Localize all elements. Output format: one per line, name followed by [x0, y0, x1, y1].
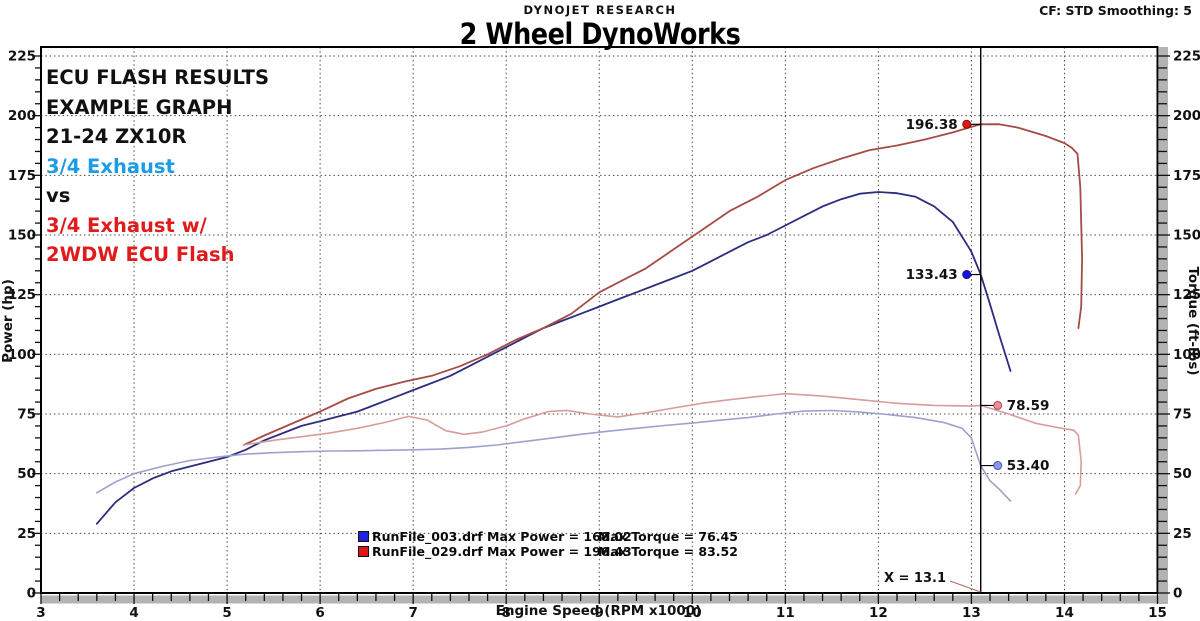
max-power-marker-red	[962, 119, 972, 129]
rpm-tick-label: 13	[962, 605, 981, 621]
rpm-tick-label: 9	[595, 605, 604, 621]
legend-row: RunFile_029.drf Max Power = 196.43 Max To…	[358, 544, 738, 559]
legend-marker-icon	[358, 546, 369, 557]
plot-frame	[40, 46, 1159, 594]
legend-run-max-power: RunFile_029.drf Max Power = 196.43	[372, 544, 632, 559]
torque-tick-label: 25	[1173, 526, 1192, 542]
rpm-tick-label: 8	[502, 605, 511, 621]
torque-curve-run1	[96, 409, 1012, 502]
axis-ticks	[32, 55, 1170, 604]
rpm-tick-label: 12	[869, 605, 888, 621]
power-tick-label: 75	[17, 407, 36, 423]
rpm-tick-label: 3	[36, 605, 45, 621]
power-axis-title: Power (hp)	[0, 279, 16, 363]
annotation-line: 3/4 Exhaust	[46, 154, 175, 178]
rpm-tick-label: 11	[776, 605, 795, 621]
rpm-tick-label: 7	[408, 605, 417, 621]
y-axis-shadow	[1159, 47, 1168, 604]
torque-tick-label: 75	[1173, 407, 1192, 423]
page-title: 2 Wheel DynoWorks	[459, 17, 741, 51]
legend-run-max-power: RunFile_003.drf Max Power = 168.02	[372, 529, 632, 544]
rpm-tick-label: 14	[1055, 605, 1074, 621]
run-legend: RunFile_003.drf Max Power = 168.02 Max To…	[358, 529, 738, 559]
power-tick-label: 125	[8, 287, 36, 303]
rpm-tick-label: 15	[1148, 605, 1167, 621]
power-tick-label: 100	[8, 347, 36, 363]
torque-tick-label: 150	[1173, 228, 1200, 244]
power-tick-label: 50	[17, 466, 36, 482]
power-tick-label: 25	[17, 526, 36, 542]
marker-value-label: 196.38	[906, 117, 958, 133]
annotation-line: 3/4 Exhaust w/	[46, 213, 207, 237]
marker-value-label: 78.59	[1007, 398, 1050, 414]
annotation-line: vs	[46, 184, 71, 207]
torque-curve-run2	[243, 392, 1082, 495]
torque-tick-label: 175	[1173, 168, 1200, 184]
brand-header: DYNOJET RESEARCH	[523, 3, 677, 17]
torque-tick-label: 125	[1173, 287, 1200, 303]
power-tick-label: 150	[8, 228, 36, 244]
power-curve-run2	[242, 123, 1083, 446]
annotation-line: 2WDW ECU Flash	[46, 243, 235, 266]
torque-marker-red	[993, 400, 1003, 410]
marker-value-label: 133.43	[906, 267, 958, 283]
legend-run-max-torque: Max Torque = 83.52	[598, 544, 738, 559]
legend-marker-icon	[358, 531, 369, 542]
torque-tick-label: 50	[1173, 466, 1192, 482]
power-tick-label: 225	[8, 49, 36, 65]
annotation-block: ECU FLASH RESULTS EXAMPLE GRAPH 21-24 ZX10…	[46, 63, 269, 270]
gridlines	[41, 47, 1158, 593]
engine-speed-axis-title: Engine Speed (RPM x1000)	[495, 603, 702, 619]
rpm-tick-label: 10	[683, 605, 702, 621]
cursor-label-leader	[949, 580, 981, 593]
correction-smoothing-label: CF: STD Smoothing: 5	[1039, 3, 1192, 18]
annotation-line: 21-24 ZX10R	[46, 125, 187, 148]
torque-tick-label: 200	[1173, 108, 1200, 124]
power-tick-label: 0	[27, 586, 36, 602]
rpm-tick-label: 6	[315, 605, 324, 621]
rpm-tick-label: 4	[129, 605, 138, 621]
torque-tick-label: 0	[1173, 586, 1182, 602]
cursor-x-label: X = 13.1	[884, 571, 946, 586]
marker-value-label: 53.40	[1007, 458, 1050, 474]
rpm-tick-label: 5	[222, 605, 231, 621]
legend-run-max-torque: Max Torque = 76.45	[598, 529, 738, 544]
x-axis-shadow	[41, 595, 1168, 604]
torque-tick-label: 225	[1173, 49, 1200, 65]
annotation-line: ECU FLASH RESULTS	[46, 66, 270, 89]
torque-axis-title: Torque (ft-lbs)	[1185, 266, 1200, 376]
torque-marker-blue	[993, 461, 1003, 471]
annotation-line: EXAMPLE GRAPH	[46, 95, 233, 119]
power-marker-blue	[962, 270, 972, 280]
torque-tick-label: 100	[1173, 347, 1200, 363]
legend-row: RunFile_003.drf Max Power = 168.02 Max To…	[358, 529, 738, 544]
power-tick-label: 200	[8, 108, 36, 124]
power-tick-label: 175	[8, 168, 36, 184]
